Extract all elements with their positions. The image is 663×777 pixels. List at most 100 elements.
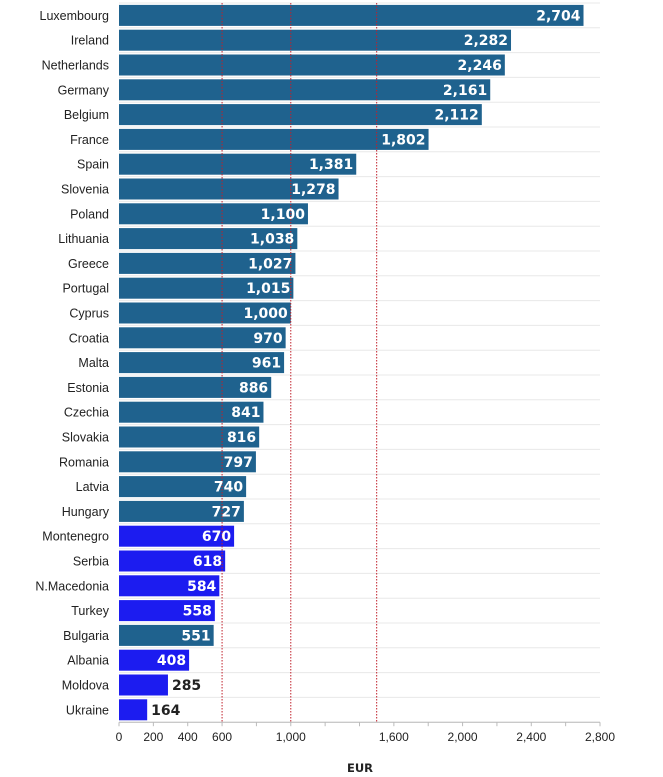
bar [119, 575, 220, 597]
value-labels: 2,704 2,282 2,246 2,161 2,112 1,802 1,381 1,278… [151, 8, 581, 718]
data-label: 408 [157, 653, 186, 669]
data-label: 2,704 [536, 8, 581, 24]
x-axis: 0 200 400 600 1,000 1,600 2,000 2,400 2,800 [116, 721, 615, 744]
data-label: 2,161 [443, 83, 487, 99]
bar [119, 128, 429, 150]
category-label: Malta [78, 356, 109, 370]
data-label: 551 [181, 628, 210, 644]
category-label: Netherlands [42, 59, 109, 73]
x-tick-label: 400 [178, 730, 198, 744]
bars [119, 4, 584, 721]
data-label: 1,802 [381, 132, 425, 148]
bar [119, 327, 286, 349]
bar [119, 352, 285, 374]
category-label: Albania [67, 654, 109, 668]
bar [119, 277, 294, 299]
category-label: Croatia [69, 331, 109, 345]
category-label: Cyprus [69, 307, 109, 321]
category-label: Lithuania [58, 232, 109, 246]
x-tick-label: 2,000 [448, 730, 478, 744]
category-label: Spain [77, 158, 109, 172]
category-label: France [70, 133, 109, 147]
x-tick-label: 200 [143, 730, 163, 744]
data-label: 816 [227, 430, 256, 446]
data-label: 797 [224, 455, 253, 471]
category-label: Portugal [62, 282, 109, 296]
bar [119, 674, 168, 696]
x-tick-label: 0 [116, 730, 123, 744]
bar [119, 500, 244, 522]
bar [119, 649, 190, 671]
category-labels: Luxembourg Ireland Netherlands Germany Belgi… [35, 9, 109, 717]
category-label: Poland [70, 207, 109, 221]
category-label: Slovenia [61, 183, 109, 197]
category-label: N.Macedonia [35, 579, 109, 593]
category-label: Montenegro [42, 530, 109, 544]
category-label: Estonia [67, 381, 109, 395]
bar [119, 178, 339, 200]
data-label: 961 [252, 356, 281, 372]
bar [119, 79, 491, 101]
category-label: Moldova [62, 679, 109, 693]
bar [119, 54, 505, 76]
data-label: 2,246 [458, 58, 502, 74]
data-label: 164 [151, 703, 180, 719]
bar [119, 153, 357, 175]
bar [119, 550, 226, 572]
category-label: Hungary [62, 505, 110, 519]
category-label: Greece [68, 257, 109, 271]
data-label: 2,282 [464, 33, 508, 49]
data-label: 618 [193, 554, 222, 570]
data-label: 1,381 [309, 157, 353, 173]
category-label: Romania [59, 455, 109, 469]
category-label: Latvia [76, 480, 109, 494]
data-label: 1,015 [246, 281, 290, 297]
data-label: 970 [253, 331, 282, 347]
bar [119, 104, 482, 126]
category-label: Germany [58, 83, 110, 97]
category-label: Slovakia [62, 431, 109, 445]
bar [119, 252, 296, 274]
category-label: Ukraine [66, 703, 109, 717]
x-tick-label: 2,800 [585, 730, 615, 744]
x-tick-label: 1,000 [276, 730, 306, 744]
x-tick-label: 1,600 [379, 730, 409, 744]
data-label: 886 [239, 380, 268, 396]
bar [119, 476, 247, 498]
category-label: Bulgaria [63, 629, 109, 643]
x-axis-title: EUR [347, 761, 373, 775]
bar [119, 302, 291, 324]
data-label: 1,027 [248, 256, 292, 272]
data-label: 1,278 [291, 182, 335, 198]
data-label: 558 [183, 604, 212, 620]
data-label: 1,100 [261, 207, 306, 223]
bar [119, 228, 298, 250]
data-label: 584 [187, 579, 216, 595]
category-label: Serbia [73, 555, 109, 569]
data-label: 841 [231, 405, 260, 421]
bar [119, 401, 264, 423]
category-label: Ireland [71, 34, 109, 48]
bar [119, 426, 260, 448]
data-label: 1,000 [243, 306, 288, 322]
category-label: Turkey [71, 604, 109, 618]
bar [119, 203, 308, 225]
x-tick-label: 600 [212, 730, 232, 744]
bar [119, 376, 272, 398]
category-label: Belgium [64, 108, 109, 122]
data-label: 727 [212, 504, 241, 520]
data-label: 1,038 [250, 232, 294, 248]
bar [119, 600, 215, 622]
data-label: 2,112 [435, 108, 479, 124]
bar [119, 4, 584, 26]
x-tick-label: 2,400 [516, 730, 546, 744]
bar [119, 624, 214, 646]
category-label: Czechia [64, 406, 109, 420]
grid-lines [119, 2, 600, 723]
bar [119, 525, 235, 547]
bar [119, 29, 512, 51]
data-label: 285 [172, 678, 201, 694]
data-label: 670 [202, 529, 231, 545]
category-label: Luxembourg [40, 9, 110, 23]
